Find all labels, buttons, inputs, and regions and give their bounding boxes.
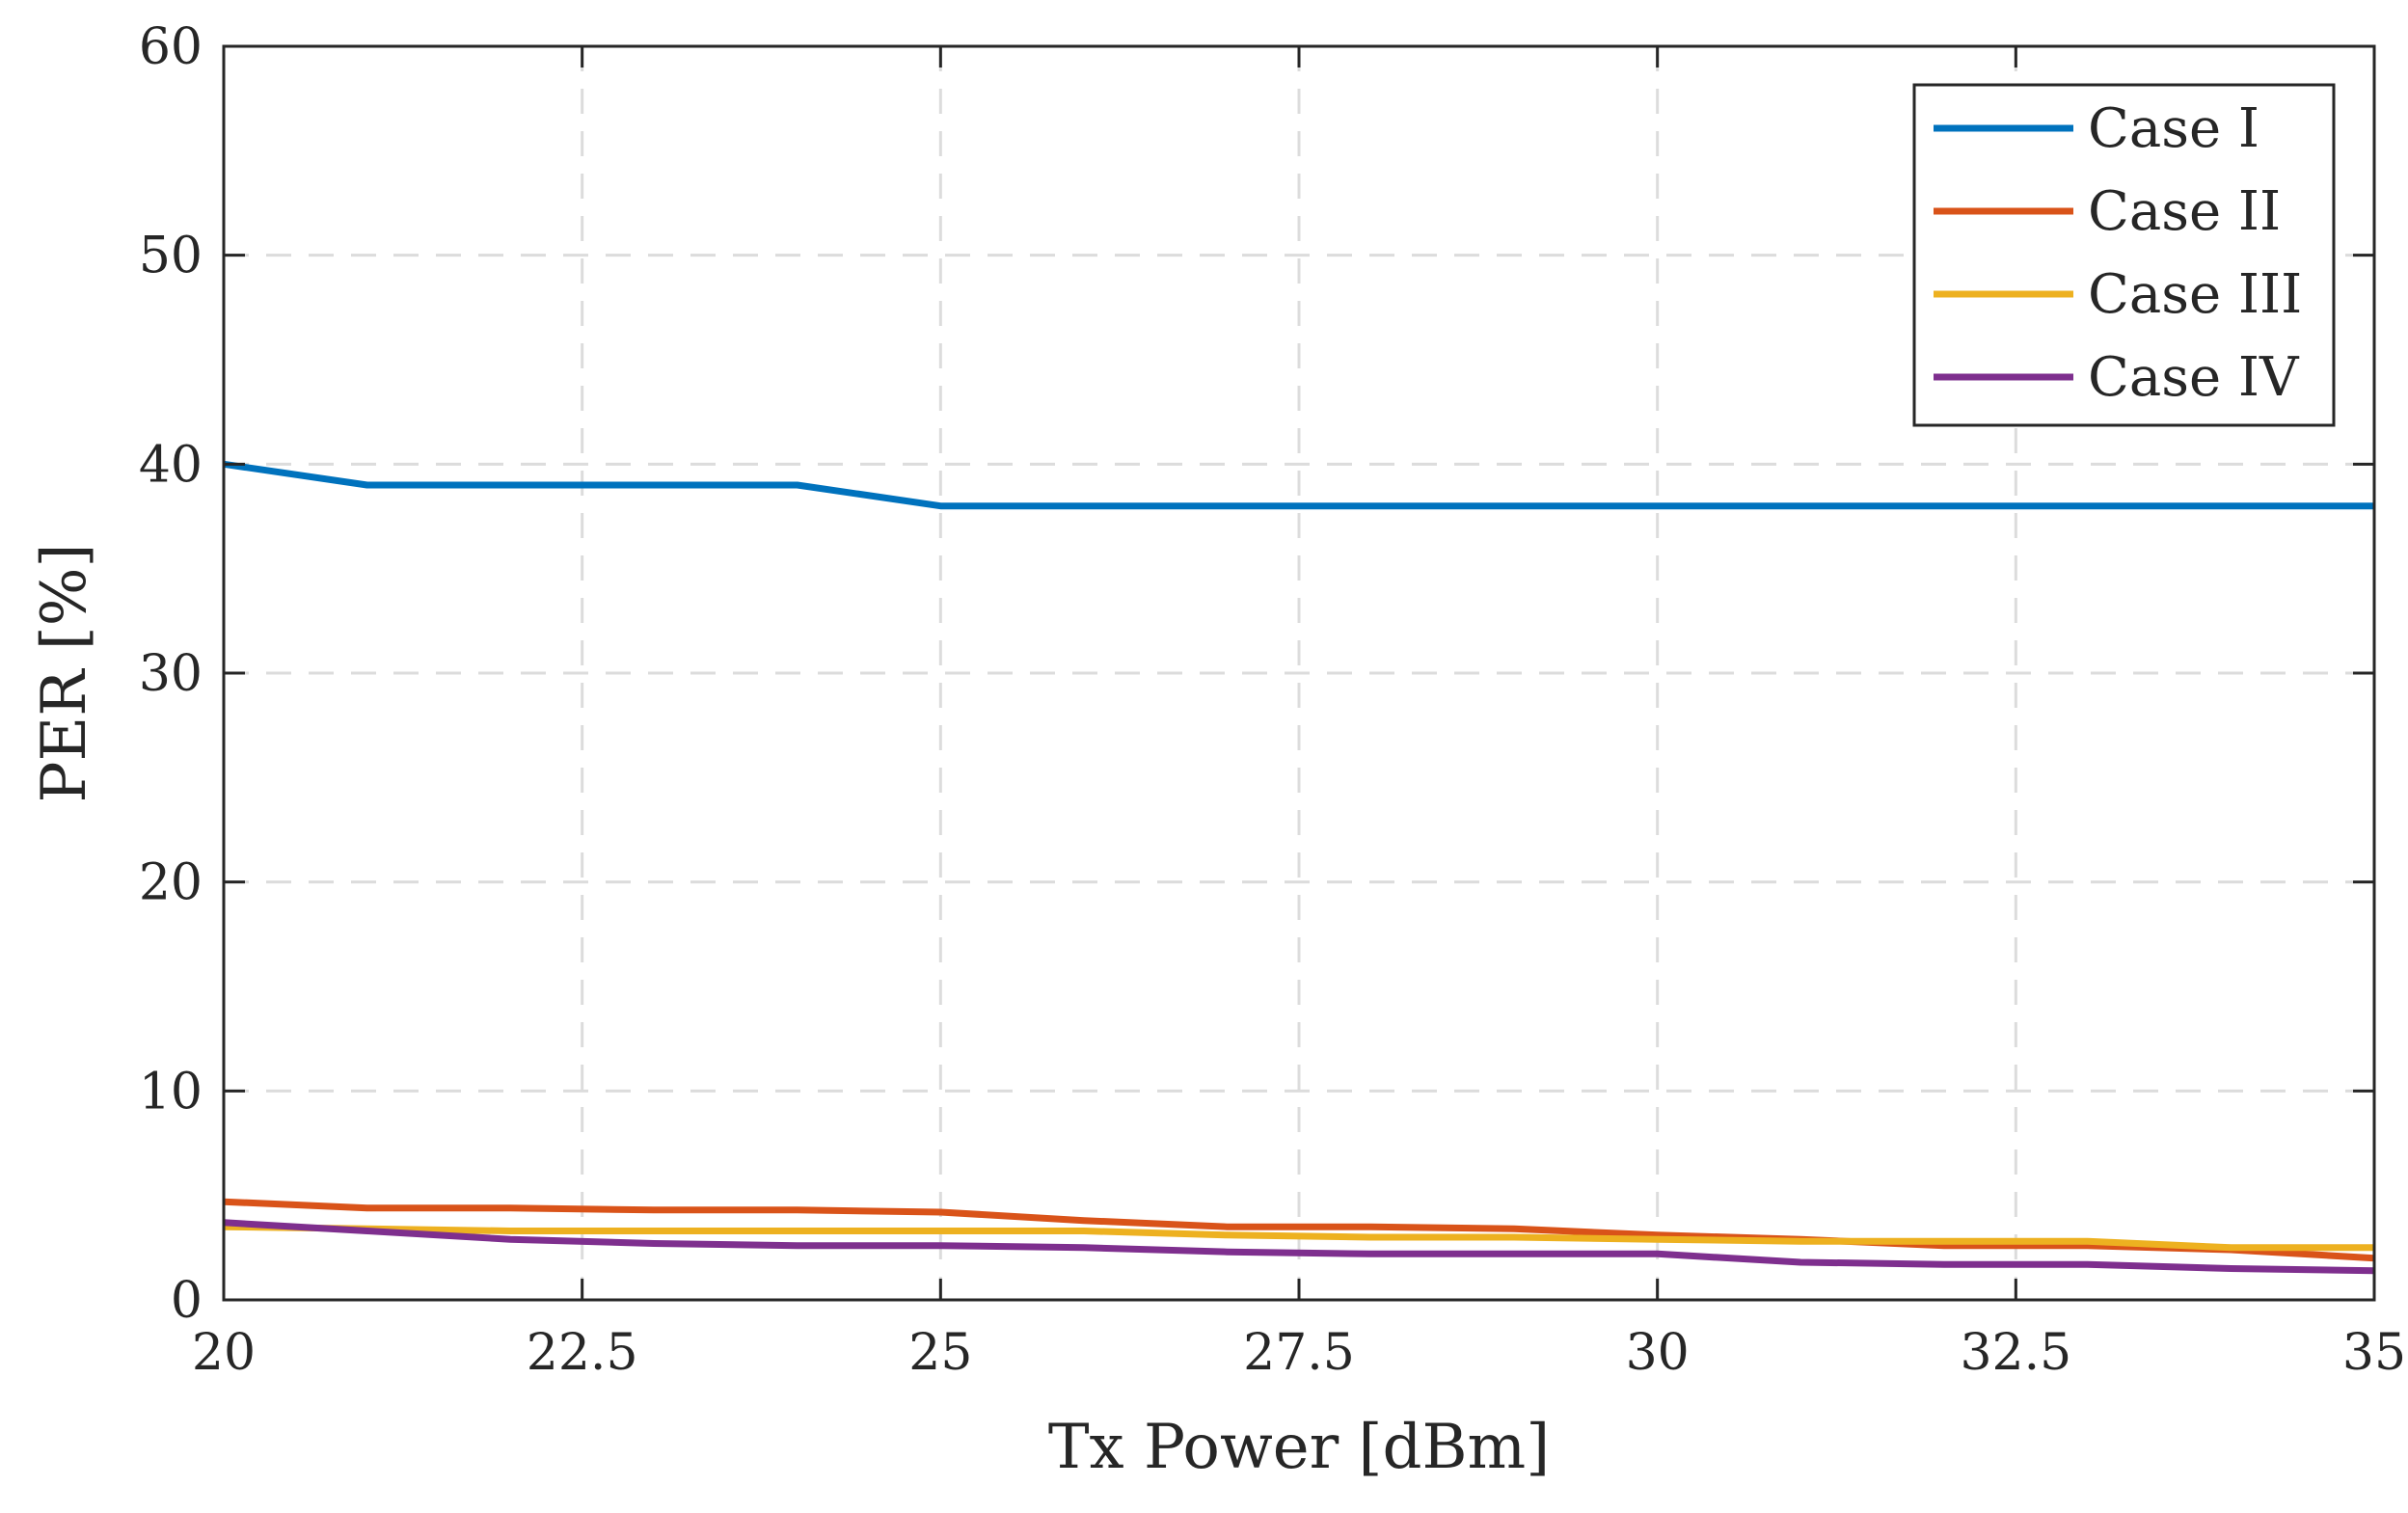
x-tick-label: 20 [192, 1324, 256, 1382]
y-tick-label: 30 [139, 645, 203, 703]
y-tick-label: 10 [139, 1063, 203, 1121]
series-line-case-iii [223, 1223, 2374, 1252]
y-tick-label: 50 [139, 228, 203, 285]
legend-label-case-iv: Case IV [2088, 346, 2300, 409]
y-tick-label: 20 [139, 854, 203, 912]
legend-label-case-i: Case I [2088, 97, 2259, 160]
legend-label-case-iii: Case III [2088, 263, 2302, 326]
y-tick-labels: 0 10 20 30 40 50 60 [139, 18, 203, 1330]
legend: Case I Case II Case III Case IV [1912, 83, 2336, 427]
ticks [222, 44, 2376, 1302]
legend-box [1912, 83, 2336, 427]
y-tick-label: 60 [139, 18, 203, 76]
y-tick-label: 0 [171, 1272, 203, 1330]
x-tick-labels: 20 22.5 25 27.5 30 32.5 35 [192, 1324, 2406, 1382]
series-line-case-i [223, 460, 2374, 510]
series-lines [223, 460, 2375, 1275]
x-tick-label: 35 [2342, 1324, 2406, 1382]
x-tick-label: 27.5 [1243, 1324, 1355, 1382]
grid [224, 46, 2374, 1300]
legend-items: Case I Case II Case III Case IV [1934, 97, 2302, 409]
x-tick-label: 22.5 [527, 1324, 638, 1382]
x-tick-label: 30 [1626, 1324, 1690, 1382]
legend-label-case-ii: Case II [2088, 180, 2281, 243]
x-axis-title: Tx Power [dBm] [1048, 1412, 1550, 1483]
y-axis-title: PER [%] [29, 543, 100, 802]
series-line-case-ii [223, 1198, 2375, 1262]
y-tick-label: 40 [139, 436, 203, 494]
x-tick-label: 25 [908, 1324, 972, 1382]
x-tick-label: 32.5 [1960, 1324, 2071, 1382]
series-line-case-iv [223, 1219, 2375, 1275]
